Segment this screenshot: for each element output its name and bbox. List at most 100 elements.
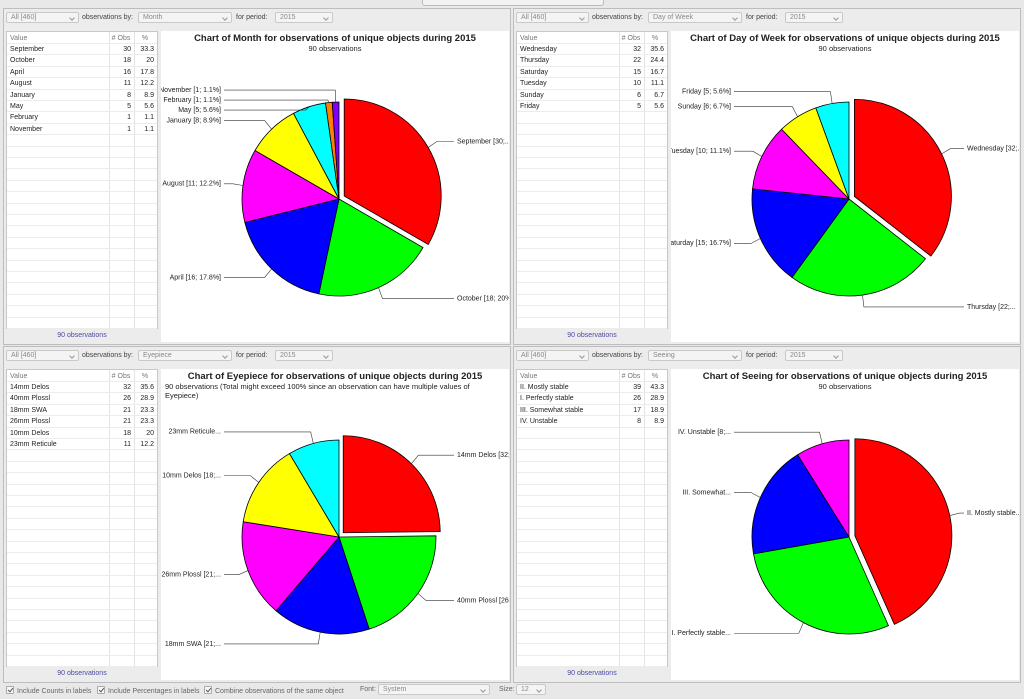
row-line xyxy=(7,392,157,394)
row-line xyxy=(517,472,667,474)
table-cell: 11 xyxy=(123,80,131,88)
row-line xyxy=(517,392,667,394)
row-line xyxy=(517,282,667,284)
slice-label: 26mm Plossl [21;... xyxy=(161,572,221,579)
table-cell: February xyxy=(10,114,39,122)
table-cell: 26mm Plossl xyxy=(10,418,51,426)
observations-by-label: observations by: xyxy=(82,14,133,21)
checkbox[interactable]: Include Percentages in labels xyxy=(97,686,199,695)
footer-count: 90 observations xyxy=(57,670,107,677)
slice-label: 18mm SWA [21;... xyxy=(165,641,221,648)
observations-by-select[interactable]: Eyepiece xyxy=(138,350,232,361)
pie-slice xyxy=(797,439,850,539)
leader-line xyxy=(734,91,833,104)
row-line xyxy=(517,88,667,90)
slice-label: February [1; 1.1%] xyxy=(163,97,221,104)
slice-label: II. Mostly stable... xyxy=(967,510,1019,517)
observations-by-label: observations by: xyxy=(82,352,133,359)
column-header: # Obs xyxy=(111,35,131,42)
row-line xyxy=(7,574,157,576)
chart-title: Chart of Day of Week for observations of… xyxy=(690,33,1000,44)
table-cell: 21 xyxy=(123,406,131,414)
table-cell: 20 xyxy=(146,57,154,65)
period-label: for period: xyxy=(236,14,268,21)
period-select[interactable]: 2015 xyxy=(275,12,333,23)
checkbox-box[interactable] xyxy=(97,686,105,694)
pie-slice xyxy=(288,439,340,539)
table-cell: II. Mostly stable xyxy=(520,384,569,391)
row-line xyxy=(517,168,667,170)
row-line xyxy=(517,438,667,439)
table-cell: 20 xyxy=(146,429,154,437)
row-line xyxy=(517,666,667,667)
column-header: Value xyxy=(520,35,538,42)
checkbox-box[interactable] xyxy=(204,686,212,694)
slice-label: Thursday [22;... xyxy=(967,304,1016,311)
row-line xyxy=(517,259,667,261)
observations-by-select[interactable]: Seeing xyxy=(648,350,742,361)
table-cell: 8.9 xyxy=(144,91,154,99)
row-line xyxy=(7,316,157,318)
slice-label: 23mm Reticule... xyxy=(168,429,221,436)
period-select[interactable]: 2015 xyxy=(785,350,843,361)
filter-select[interactable]: All [460] xyxy=(6,350,79,361)
row-line xyxy=(517,449,667,451)
slice-label: IV. Unstable [8;... xyxy=(678,429,731,436)
row-line xyxy=(7,438,157,439)
row-line xyxy=(7,415,157,417)
row-line xyxy=(517,381,667,382)
table: Value # Obs% September 30 33.3 October 18 20 Apr… xyxy=(6,31,158,329)
observations-by-select[interactable]: Month xyxy=(138,12,232,23)
filter-select[interactable]: All [460] xyxy=(516,12,589,23)
row-line xyxy=(7,77,157,79)
leader-line xyxy=(411,454,454,464)
row-line xyxy=(7,54,157,56)
row-line xyxy=(7,643,157,645)
filter-select[interactable]: All [460] xyxy=(516,350,589,361)
pie-slice xyxy=(318,198,424,297)
pie-chart: Wednesday [32;... Thursday [22;... Saturda… xyxy=(671,88,1019,311)
table-cell: 12.2 xyxy=(140,441,154,448)
table-cell: 5 xyxy=(127,103,131,110)
table-cell: 8.9 xyxy=(654,418,664,426)
row-line xyxy=(517,563,667,565)
table-cell: 16 xyxy=(123,68,131,76)
footer-count: 90 observations xyxy=(567,670,617,677)
leader-line xyxy=(224,183,243,186)
panel: All [460] observations by: Seeing for perio… xyxy=(513,346,1021,683)
leader-line xyxy=(417,593,454,601)
chart-area: 14mm Delos [32;... 40mm Plossl [26;... 18m… xyxy=(161,369,509,680)
row-line xyxy=(7,122,157,124)
checkbox[interactable]: Combine observations of the same object xyxy=(204,686,344,695)
row-line xyxy=(7,88,157,90)
period-select[interactable]: 2015 xyxy=(275,350,333,361)
table-cell: 8 xyxy=(127,91,131,99)
table-cell: 5.6 xyxy=(144,103,154,110)
row-line xyxy=(7,100,157,101)
period-select[interactable]: 2015 xyxy=(785,12,843,23)
size-select[interactable]: 12 xyxy=(516,684,546,695)
table-cell: 6.7 xyxy=(654,91,664,99)
row-line xyxy=(7,328,157,329)
observations-by-select[interactable]: Day of Week xyxy=(648,12,742,23)
table-cell: 5.6 xyxy=(654,103,664,110)
row-line xyxy=(517,426,667,428)
size-label: Size: xyxy=(499,686,515,693)
slice-label: Tuesday [10; 11.1%] xyxy=(671,148,731,155)
font-select[interactable]: System xyxy=(378,684,490,695)
slice-label: Saturday [15; 16.7%] xyxy=(671,240,731,247)
table-cell: 30 xyxy=(123,46,131,53)
checkbox[interactable]: Include Counts in labels xyxy=(6,686,91,695)
checkbox-box[interactable] xyxy=(6,686,14,694)
filter-select[interactable]: All [460] xyxy=(6,12,79,23)
slice-label: January [8; 8.9%] xyxy=(167,117,222,124)
row-line xyxy=(7,134,157,136)
row-line xyxy=(7,517,157,519)
row-line xyxy=(517,529,667,531)
row-line xyxy=(517,654,667,656)
table-cell: 39 xyxy=(633,384,641,391)
slice-label: September [30;... xyxy=(457,138,509,145)
table-cell: 26 xyxy=(633,395,641,403)
row-line xyxy=(7,293,157,295)
row-line xyxy=(517,179,667,181)
